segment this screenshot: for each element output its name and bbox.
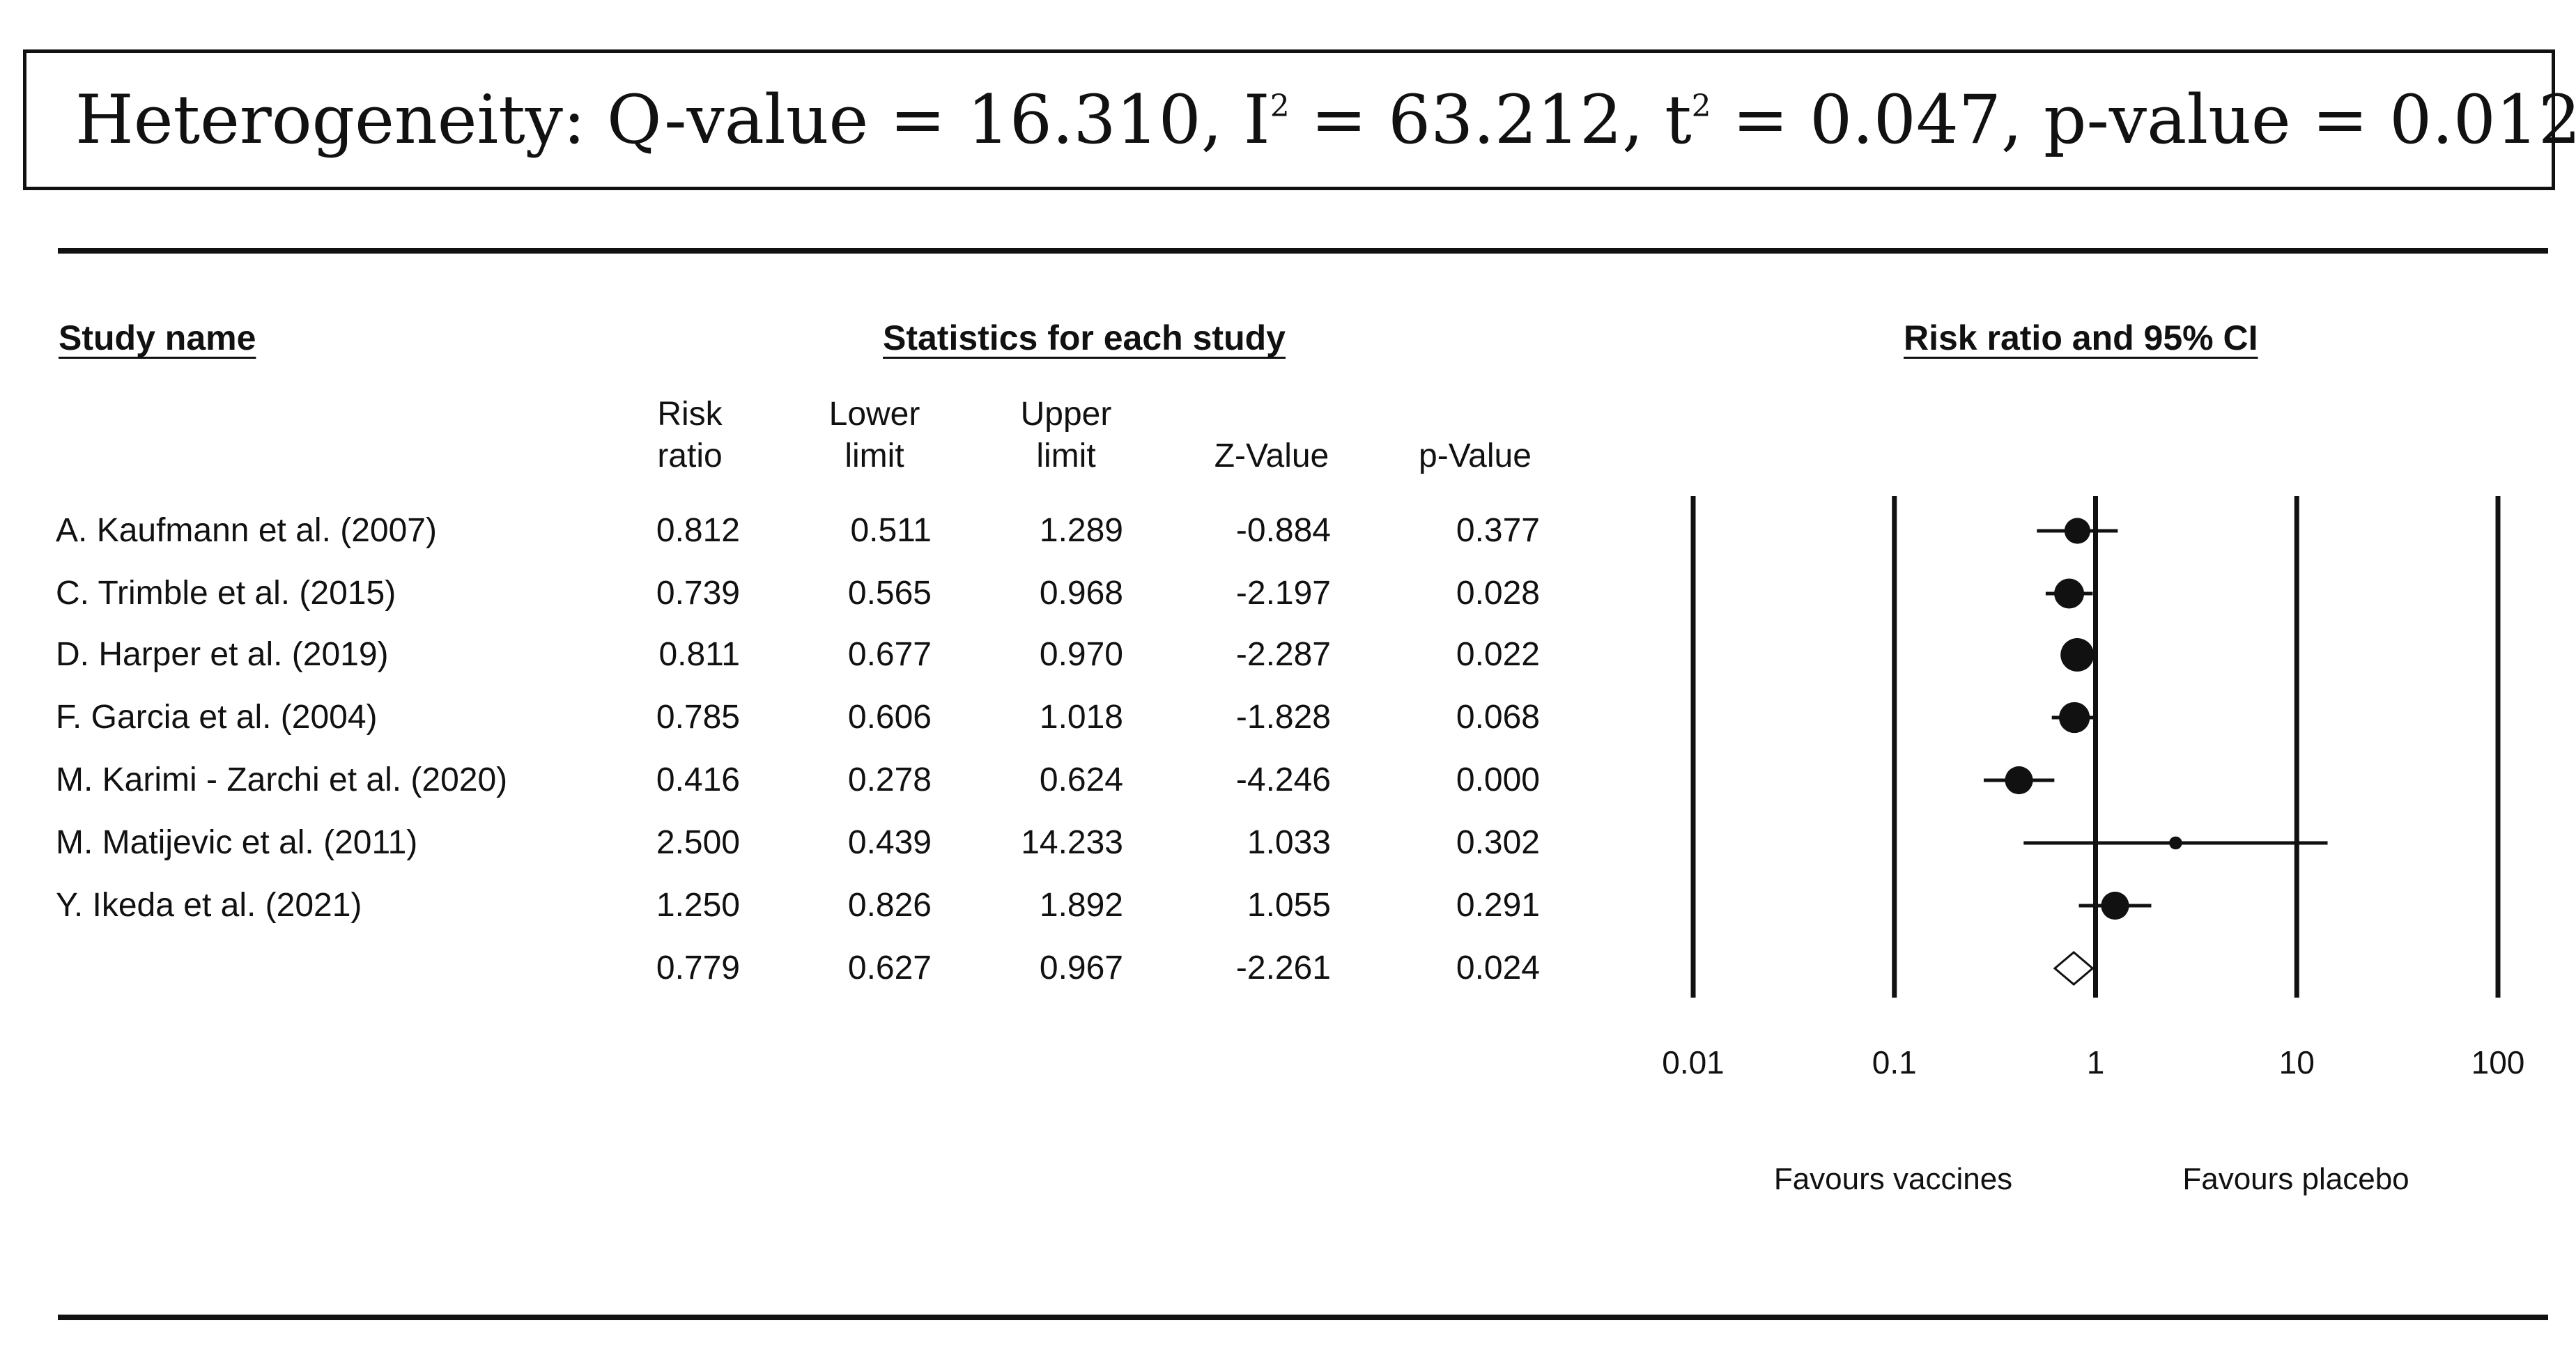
cell-p: 0.028 [1456,575,1540,612]
study-name-header: Study name [59,318,256,357]
column-header: Risk ratio [657,396,723,474]
cell-z: -4.246 [1235,761,1331,798]
tick-label: 10 [2278,1044,2315,1081]
cell-z: -0.884 [1235,512,1331,549]
cell-rr: 0.416 [656,761,740,798]
heterogeneity-prefix: Heterogeneity: Q-value = 16.310, I [75,81,1270,159]
cell-p: 0.302 [1456,824,1540,861]
cell-z: 1.033 [1247,824,1331,861]
study-name: M. Karimi - Zarchi et al. (2020) [56,761,508,798]
cell-lower: 0.565 [847,575,932,612]
cell-z: 1.055 [1247,887,1331,924]
study-name: D. Harper et al. (2019) [56,636,389,673]
cell-lower: 0.278 [847,761,932,798]
study-name: C. Trimble et al. (2015) [56,575,396,612]
cell-upper: 0.624 [1039,761,1123,798]
point-estimate [2064,518,2090,544]
cell-upper: 1.289 [1039,512,1123,549]
cell-lower: 0.511 [850,512,932,549]
cell-rr: 0.812 [656,512,740,549]
point-estimate [2101,891,2129,920]
study-name: A. Kaufmann et al. (2007) [56,512,437,549]
point-estimate [2060,638,2095,672]
cell-lower: 0.627 [847,950,932,986]
column-header: p-Value [1419,438,1532,474]
t2-superscript: 2 [1691,88,1711,124]
bottom-rule [58,1315,2548,1320]
cell-upper: 1.018 [1039,699,1123,736]
favours-right-label: Favours placebo [2182,1162,2409,1196]
top-rule [58,248,2548,254]
cell-lower: 0.606 [847,699,932,736]
cell-rr: 0.811 [658,636,740,673]
cell-z: -2.287 [1235,636,1331,673]
cell-rr: 0.739 [656,575,740,612]
point-estimate [2054,578,2085,609]
heterogeneity-box: Heterogeneity: Q-value = 16.310, I2 = 63… [23,49,2576,190]
point-estimate [2169,836,2182,850]
cell-rr: 0.779 [656,950,740,986]
cell-lower: 0.439 [847,824,932,861]
plot-title: Risk ratio and 95% CI [1904,318,2258,357]
favours-left-label: Favours vaccines [1773,1162,2013,1196]
column-header: Lower limit [828,396,920,474]
tick-label: 0.1 [1872,1044,1917,1081]
tick-label: 100 [2471,1044,2525,1081]
cell-upper: 1.892 [1039,887,1123,924]
statistics-header: Statistics for each study [883,318,1286,357]
cell-z: -2.197 [1235,575,1331,612]
pooled-diamond [2053,951,2095,986]
cell-lower: 0.677 [847,636,932,673]
cell-upper: 14.233 [1021,824,1123,861]
study-name: F. Garcia et al. (2004) [56,699,378,736]
heterogeneity-suffix: = 0.047, p-value = 0.012 [1711,81,2576,159]
cell-p: 0.291 [1456,887,1540,924]
cell-rr: 1.250 [656,887,740,924]
cell-rr: 0.785 [656,699,740,736]
heterogeneity-mid: = 63.212, t [1289,81,1692,159]
cell-p: 0.024 [1456,950,1540,986]
cell-z: -1.828 [1235,699,1331,736]
cell-lower: 0.826 [847,887,932,924]
study-name: Y. Ikeda et al. (2021) [56,887,362,924]
cell-upper: 0.970 [1039,636,1123,673]
tick-label: 0.01 [1662,1044,1725,1081]
cell-p: 0.068 [1456,699,1540,736]
tick-label: 1 [2086,1044,2105,1081]
cell-upper: 0.967 [1039,950,1123,986]
cell-upper: 0.968 [1039,575,1123,612]
cell-p: 0.377 [1456,512,1540,549]
column-header: Upper limit [1020,396,1112,474]
point-estimate [2005,766,2033,795]
i2-superscript: 2 [1270,88,1290,124]
cell-rr: 2.500 [656,824,740,861]
point-estimate [2059,702,2090,734]
column-header: Z-Value [1214,438,1329,474]
cell-p: 0.022 [1456,636,1540,673]
study-name: M. Matijevic et al. (2011) [56,824,418,861]
cell-p: 0.000 [1456,761,1540,798]
cell-z: -2.261 [1235,950,1331,986]
heterogeneity-text: Heterogeneity: Q-value = 16.310, I2 = 63… [75,81,2576,159]
